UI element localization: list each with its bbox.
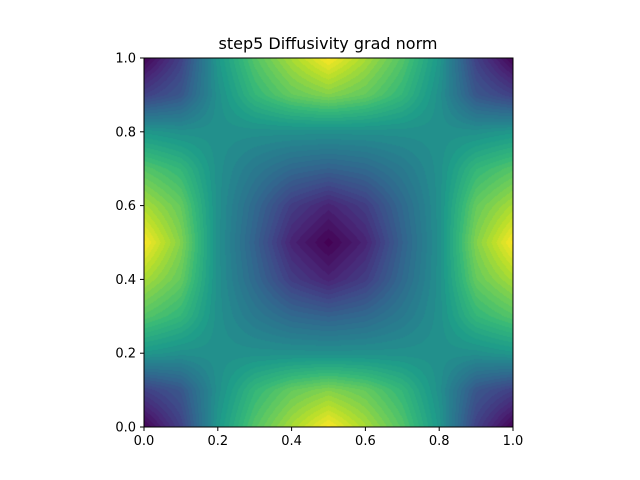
y-tick-label: 1.0 <box>115 52 136 67</box>
y-tick-label: 0.4 <box>115 273 136 288</box>
heatmap-canvas <box>144 58 513 427</box>
plot-frame <box>143 57 514 428</box>
x-tick-label: 0.8 <box>429 434 450 449</box>
ticks-layer: 0.0 0.2 0.4 0.6 0.8 1.0 0.0 0.2 0.4 0.6 0.8 1.0 <box>115 52 523 450</box>
heatmap-plot-area <box>144 58 513 427</box>
y-tick-label: 0.0 <box>115 421 136 436</box>
chart-title: step5 Diffusivity grad norm <box>219 34 438 53</box>
y-tick-label: 0.2 <box>115 347 136 362</box>
y-tick-label: 0.8 <box>115 125 136 140</box>
y-tick-label: 0.6 <box>115 199 136 214</box>
x-tick-label: 0.2 <box>207 434 228 449</box>
x-tick-label: 0.0 <box>134 434 155 449</box>
x-tick-label: 1.0 <box>503 434 524 449</box>
x-tick-label: 0.4 <box>281 434 302 449</box>
x-tick-label: 0.6 <box>355 434 376 449</box>
